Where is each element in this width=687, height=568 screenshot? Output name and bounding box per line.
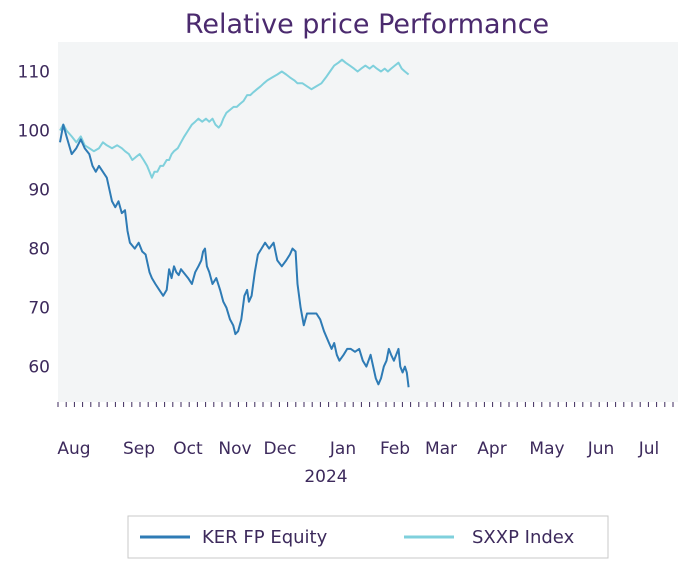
y-tick-label: 100 bbox=[18, 122, 50, 142]
x-tick-label: Feb bbox=[380, 439, 410, 459]
series-line-sxxp bbox=[59, 58, 410, 179]
legend: KER FP Equity SXXP Index bbox=[127, 515, 609, 559]
x-tick-label: Dec bbox=[264, 439, 297, 459]
x-tick-label: Jan bbox=[329, 439, 356, 459]
y-axis: 60 70 80 90 100 110 bbox=[18, 63, 50, 378]
x-tick-label: Apr bbox=[477, 439, 506, 459]
y-tick-label: 70 bbox=[28, 299, 50, 319]
x-tick-label: Jul bbox=[638, 439, 660, 459]
legend-label-ker: KER FP Equity bbox=[202, 527, 328, 548]
legend-label-sxxp: SXXP Index bbox=[472, 527, 575, 548]
legend-box bbox=[127, 515, 609, 559]
plot-area bbox=[58, 42, 678, 402]
x-axis: Aug Sep Oct Nov Dec Jan 2024 Feb Mar Apr May Jun Jul bbox=[57, 402, 674, 487]
x-tick-label: Aug bbox=[57, 439, 90, 459]
chart-title: Relative price Performance bbox=[185, 9, 549, 40]
x-tick-label: Oct bbox=[173, 439, 203, 459]
y-tick-label: 90 bbox=[28, 181, 50, 201]
y-tick-label: 80 bbox=[28, 240, 50, 260]
x-tick-label: Sep bbox=[123, 439, 155, 459]
x-tick-label: May bbox=[529, 439, 564, 459]
y-tick-label: 110 bbox=[18, 63, 50, 83]
x-tick-label: Mar bbox=[425, 439, 457, 459]
x-tick-year-label: 2024 bbox=[304, 467, 347, 487]
x-tick-label: Jun bbox=[587, 439, 615, 459]
series-line-ker bbox=[59, 123, 410, 388]
y-tick-label: 60 bbox=[28, 358, 50, 378]
series-lines bbox=[59, 58, 410, 388]
x-tick-label: Nov bbox=[218, 439, 251, 459]
